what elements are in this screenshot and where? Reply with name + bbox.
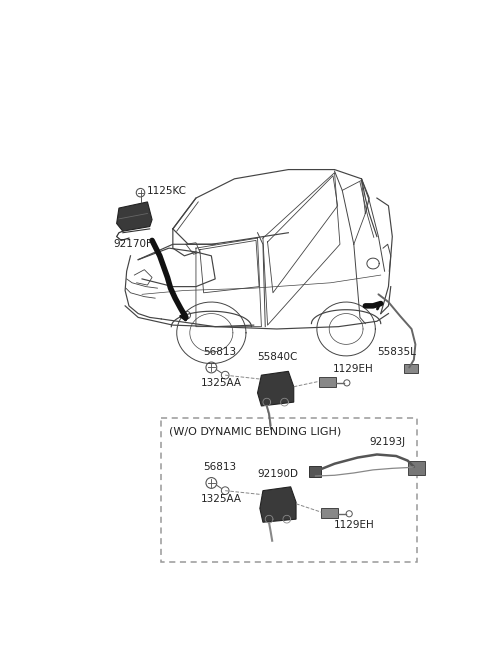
Polygon shape bbox=[258, 371, 294, 406]
Text: 1325AA: 1325AA bbox=[201, 494, 241, 504]
Polygon shape bbox=[117, 202, 152, 231]
Text: 55840C: 55840C bbox=[258, 352, 298, 362]
Text: 1129EH: 1129EH bbox=[334, 520, 374, 530]
Text: 56813: 56813 bbox=[204, 462, 237, 472]
FancyBboxPatch shape bbox=[319, 377, 336, 388]
FancyBboxPatch shape bbox=[322, 508, 338, 518]
Text: 55835L: 55835L bbox=[377, 346, 416, 357]
Text: 56813: 56813 bbox=[204, 346, 237, 357]
FancyBboxPatch shape bbox=[408, 461, 425, 475]
Text: (W/O DYNAMIC BENDING LIGH): (W/O DYNAMIC BENDING LIGH) bbox=[169, 427, 341, 437]
Text: 1129EH: 1129EH bbox=[333, 363, 374, 374]
Polygon shape bbox=[260, 487, 296, 522]
Text: 92170F: 92170F bbox=[114, 239, 153, 249]
Text: 1125KC: 1125KC bbox=[147, 186, 187, 196]
Text: 92190D: 92190D bbox=[258, 469, 299, 479]
FancyBboxPatch shape bbox=[309, 466, 322, 477]
Text: 92193J: 92193J bbox=[369, 437, 405, 447]
FancyBboxPatch shape bbox=[404, 363, 418, 373]
Text: 1325AA: 1325AA bbox=[201, 379, 241, 388]
